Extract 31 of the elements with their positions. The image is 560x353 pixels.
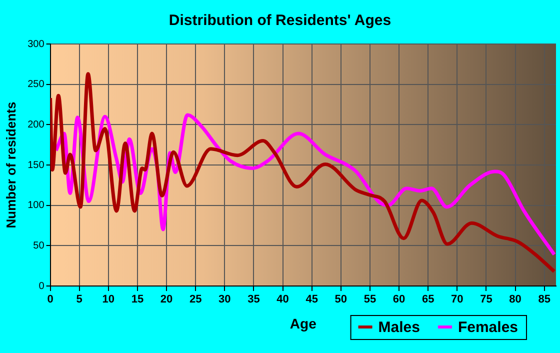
x-tick-label: 35 xyxy=(248,294,260,306)
x-tick-label: 20 xyxy=(160,294,173,306)
y-tick-label: 300 xyxy=(28,38,45,50)
y-tick-label: 150 xyxy=(28,160,45,171)
x-tick-label: 45 xyxy=(306,294,318,306)
y-tick-label: 250 xyxy=(28,79,45,90)
x-tick-label: 25 xyxy=(189,294,202,306)
x-tick-label: 5 xyxy=(76,294,82,306)
x-axis-title: Age xyxy=(290,315,317,332)
x-tick-label: 10 xyxy=(102,294,115,306)
y-tick-label: 100 xyxy=(28,200,45,212)
y-axis-title: Number of residents xyxy=(3,102,18,228)
x-tick-label: 75 xyxy=(480,294,492,306)
x-tick-label: 65 xyxy=(422,294,434,306)
x-tick-label: 30 xyxy=(218,294,231,306)
x-tick-label: 55 xyxy=(364,294,376,306)
x-tick-label: 85 xyxy=(538,294,550,306)
legend-label: Males xyxy=(378,319,420,336)
x-tick-label: 70 xyxy=(451,294,464,306)
x-tick-label: 60 xyxy=(392,294,406,306)
chart-title: Distribution of Residents' Ages xyxy=(168,12,392,30)
y-tick-label: 200 xyxy=(28,119,45,130)
y-tick-label: 50 xyxy=(33,240,45,252)
y-tick-label: 0 xyxy=(38,280,45,292)
x-tick-label: 0 xyxy=(47,294,54,306)
x-tick-label: 15 xyxy=(131,294,144,306)
line-series xyxy=(50,72,556,274)
x-tick-label: 80 xyxy=(509,294,522,306)
x-tick-label: 40 xyxy=(276,294,289,306)
x-tick-label: 50 xyxy=(334,294,348,306)
legend-label: Females xyxy=(458,319,518,336)
